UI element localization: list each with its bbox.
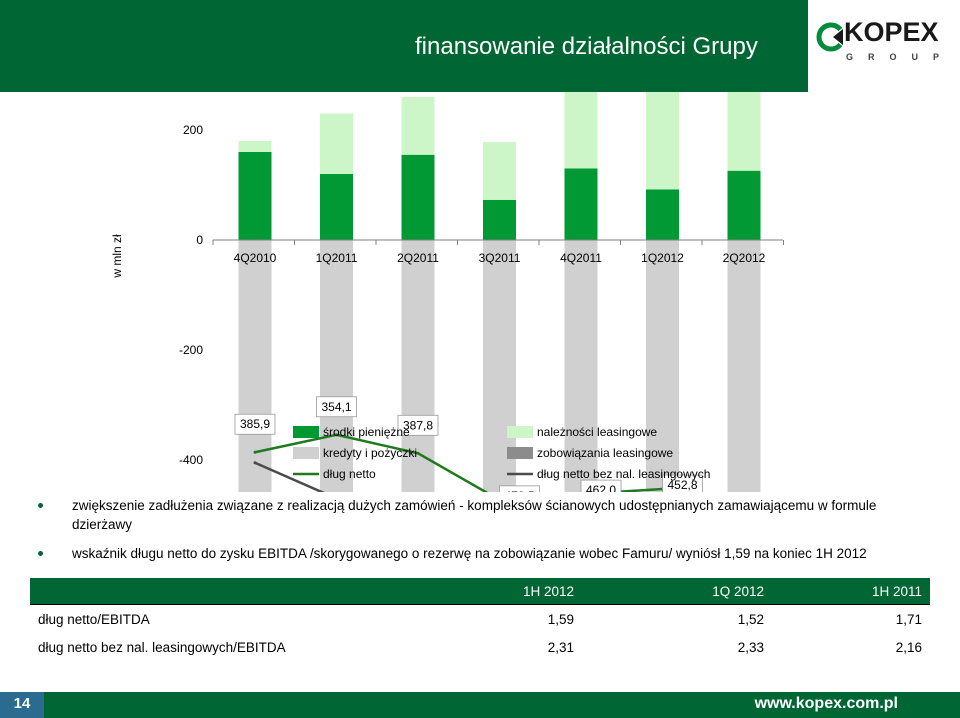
- page-number: 14: [13, 695, 31, 712]
- x-category-label: 3Q2011: [479, 251, 521, 265]
- bullet-item: wskaźnik długu netto do zysku EBITDA /sk…: [38, 544, 918, 563]
- table-row-label: dług netto bez nal. leasingowych/EBITDA: [38, 639, 286, 655]
- value-label: 354,1: [321, 400, 351, 414]
- bar-segment: [727, 92, 761, 171]
- bar-segment: [483, 199, 516, 240]
- x-category-label: 4Q2011: [560, 251, 602, 265]
- table-header-cell: 1Q 2012: [582, 578, 772, 605]
- x-category-label: 2Q2012: [723, 251, 766, 265]
- bar-segment: [401, 97, 435, 155]
- table-cell: 2,31: [547, 639, 574, 655]
- legend-swatch: [293, 447, 319, 459]
- value-label-box: [234, 413, 276, 435]
- bar-segment: [238, 141, 272, 152]
- bar-segment: [646, 240, 679, 492]
- value-label-box: [662, 474, 703, 492]
- value-label-box: [316, 396, 357, 418]
- net-debt-point: [253, 450, 257, 454]
- footer-band: [0, 692, 960, 718]
- bar-segment: [320, 174, 353, 240]
- table-cell: 2,33: [737, 639, 764, 655]
- bullet-text: wskaźnik długu netto do zysku EBITDA /sk…: [72, 546, 867, 561]
- bar-segment: [646, 92, 679, 190]
- bullet-dot-icon: [38, 503, 43, 508]
- bullet-dot-icon: [38, 551, 43, 556]
- legend-label: środki pieniężne: [323, 425, 410, 439]
- legend-swatch: [293, 426, 319, 438]
- bar-segment: [564, 168, 598, 240]
- website-link[interactable]: www.kopex.com.pl: [754, 695, 898, 712]
- bar-segment: [646, 189, 679, 240]
- y-axis-title: w mln zł: [110, 234, 124, 279]
- net-debt-excl-leasing-point: [253, 461, 257, 465]
- x-category-label: 1Q2012: [641, 251, 684, 265]
- bar-segment: [483, 142, 516, 200]
- value-label: 462,0: [586, 483, 616, 492]
- header-band: [0, 0, 808, 92]
- bar-segment: [320, 240, 353, 492]
- kopex-logo: KOPEX GROUP: [810, 16, 958, 76]
- page-number-box: [0, 692, 44, 718]
- bar-segment: [564, 92, 598, 169]
- legend-label: dług netto bez nal. leasingowych: [537, 467, 710, 481]
- legend-swatch: [507, 447, 533, 459]
- legend-label: dług netto: [323, 467, 376, 481]
- net-debt-point: [416, 451, 420, 455]
- table-cell: 2,16: [895, 639, 922, 655]
- y-tick-label: 200: [183, 123, 203, 137]
- bullet-list: zwiększenie zadłużenia związane z realiz…: [38, 496, 918, 573]
- bar-segment: [564, 240, 598, 492]
- logo-text: KOPEX: [844, 17, 939, 47]
- table-header-cell: 1H 2012: [312, 578, 582, 605]
- value-label: 472,5: [504, 489, 534, 492]
- table-cell: 1,52: [582, 604, 772, 633]
- bar-segment: [238, 152, 272, 240]
- legend-swatch: [507, 426, 533, 438]
- x-category-label: 1Q2011: [316, 251, 358, 265]
- legend-label: zobowiązania leasingowe: [537, 446, 673, 460]
- x-category-label: 2Q2011: [397, 251, 439, 265]
- logo-subtext: GROUP: [846, 52, 955, 62]
- y-tick-label: -200: [179, 343, 203, 357]
- y-tick-label: 0: [196, 233, 203, 247]
- bullet-text: zwiększenie zadłużenia związane z realiz…: [72, 498, 877, 532]
- table-cell: 1,59: [312, 604, 582, 633]
- bar-segment: [238, 240, 272, 492]
- value-label: 385,9: [240, 417, 270, 431]
- table-header-cell: 1H 2011: [772, 578, 930, 605]
- table-header-cell: [30, 578, 312, 605]
- bullet-item: zwiększenie zadłużenia związane z realiz…: [38, 496, 918, 534]
- bar-segment: [727, 240, 761, 492]
- debt-chart: 6004002000-200-400-600-800w mln zł4Q2010…: [110, 92, 784, 492]
- y-tick-label: -400: [179, 453, 203, 467]
- value-label-box: [499, 485, 540, 492]
- table-row: dług netto bez nal. leasingowych/EBITDA …: [30, 633, 930, 661]
- kopex-emblem-icon: [816, 22, 846, 52]
- value-label: 452,8: [667, 478, 697, 492]
- legend-label: kredyty i pożyczki: [323, 446, 417, 460]
- table-row-label: dług netto/EBITDA: [30, 604, 312, 633]
- value-label-box: [580, 479, 622, 492]
- net-debt-point: [335, 433, 338, 437]
- x-category-label: 4Q2010: [234, 251, 277, 265]
- legend-label: należności leasingowe: [537, 425, 657, 439]
- table-row: dług netto/EBITDA 1,59 1,52 1,71: [30, 604, 930, 633]
- value-label-box: [397, 414, 439, 436]
- table-header-row: 1H 2012 1Q 2012 1H 2011: [30, 578, 930, 605]
- bar-segment: [320, 113, 353, 174]
- bar-segment: [401, 154, 435, 240]
- table-cell: 1,71: [772, 604, 930, 633]
- ratio-table: 1H 2012 1Q 2012 1H 2011 dług netto/EBITD…: [30, 578, 930, 661]
- page-title: finansowanie działalności Grupy: [415, 33, 758, 60]
- value-label: 387,8: [403, 418, 433, 432]
- bar-segment: [727, 170, 761, 240]
